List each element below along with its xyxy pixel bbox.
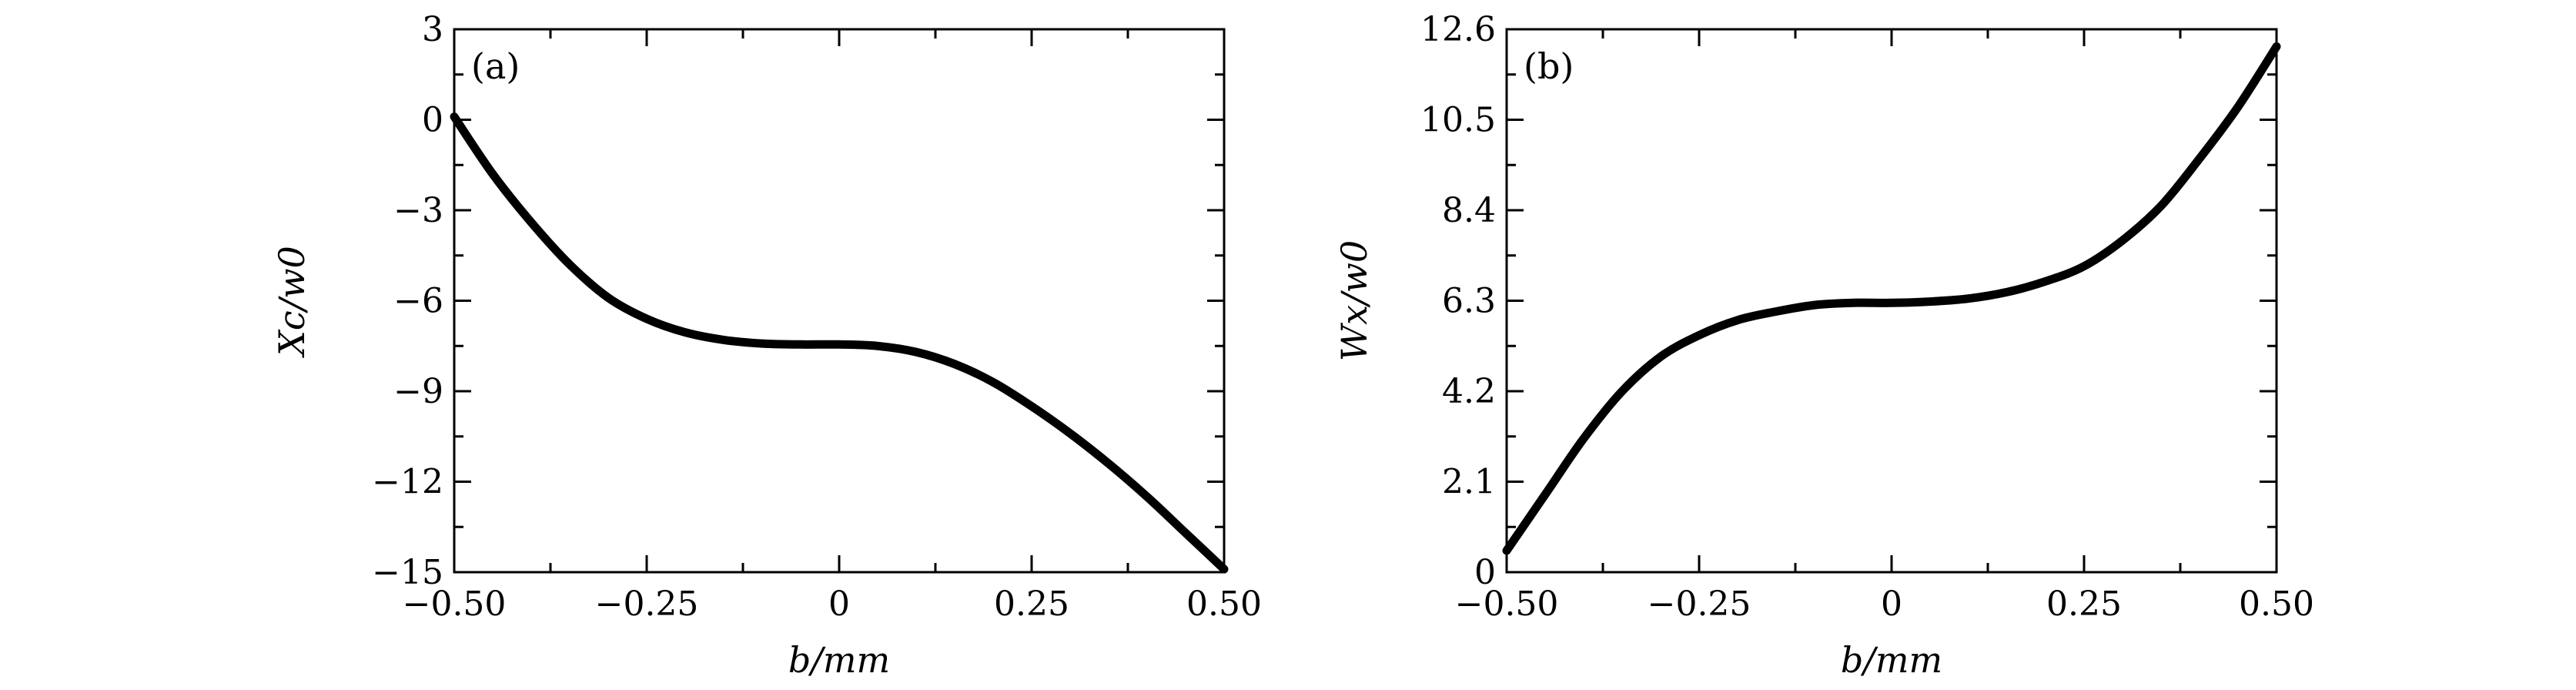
panel-a-label: (a)	[471, 45, 520, 87]
panel-a-x-tick-label: 0	[828, 584, 850, 624]
panel-a-y-tick-label: −9	[393, 372, 443, 411]
panel-b-label: (b)	[1524, 45, 1574, 87]
panel-b-x-tick-label: −0.50	[1455, 584, 1559, 624]
panel-a-x-tick-label: −0.25	[595, 584, 699, 624]
panel-b-y-tick-label: 2.1	[1442, 463, 1496, 502]
panel-a-y-tick-label: −15	[372, 553, 443, 592]
panel-b-y-tick-label: 12.6	[1420, 10, 1496, 49]
panel-b-y-tick-label: 6.3	[1442, 282, 1496, 321]
panel-a-x-tick-label: 0.25	[994, 584, 1069, 624]
panel-a-x-axis-label: b/mm	[788, 639, 890, 681]
panel-b-y-tick-label: 8.4	[1442, 191, 1496, 230]
panel-a-series-line	[450, 112, 1229, 574]
panel-b-y-tick-label: 0	[1474, 553, 1496, 592]
panel-a-y-tick-label: 3	[422, 10, 443, 49]
panel-b-x-axis-label: b/mm	[1841, 639, 1942, 681]
panel-b-series-line	[1502, 42, 2281, 555]
panel-a-plot-frame	[453, 28, 1226, 574]
panel-b-x-tick-label: −0.25	[1648, 584, 1751, 624]
panel-b-x-tick-label: 0.25	[2046, 584, 2122, 624]
panel-b-y-tick-label: 4.2	[1442, 372, 1496, 411]
panel-a-y-tick-label: 0	[422, 101, 443, 140]
panel-a-x-tick-label: −0.50	[403, 584, 507, 624]
panel-a-y-axis-label: Xc/w0	[271, 246, 313, 358]
panel-a-x-tick-label: 0.50	[1186, 584, 1262, 624]
panel-a-y-tick-label: −3	[393, 191, 443, 230]
panel-b-x-tick-label: 0.50	[2239, 584, 2314, 624]
panel-a-y-tick-label: −6	[393, 282, 443, 321]
panel-b-x-tick-label: 0	[1881, 584, 1902, 624]
panel-a-y-tick-label: −12	[372, 463, 443, 502]
panel-b-y-axis-label: Wx/w0	[1333, 240, 1375, 361]
panel-b-y-tick-label: 10.5	[1420, 101, 1496, 140]
